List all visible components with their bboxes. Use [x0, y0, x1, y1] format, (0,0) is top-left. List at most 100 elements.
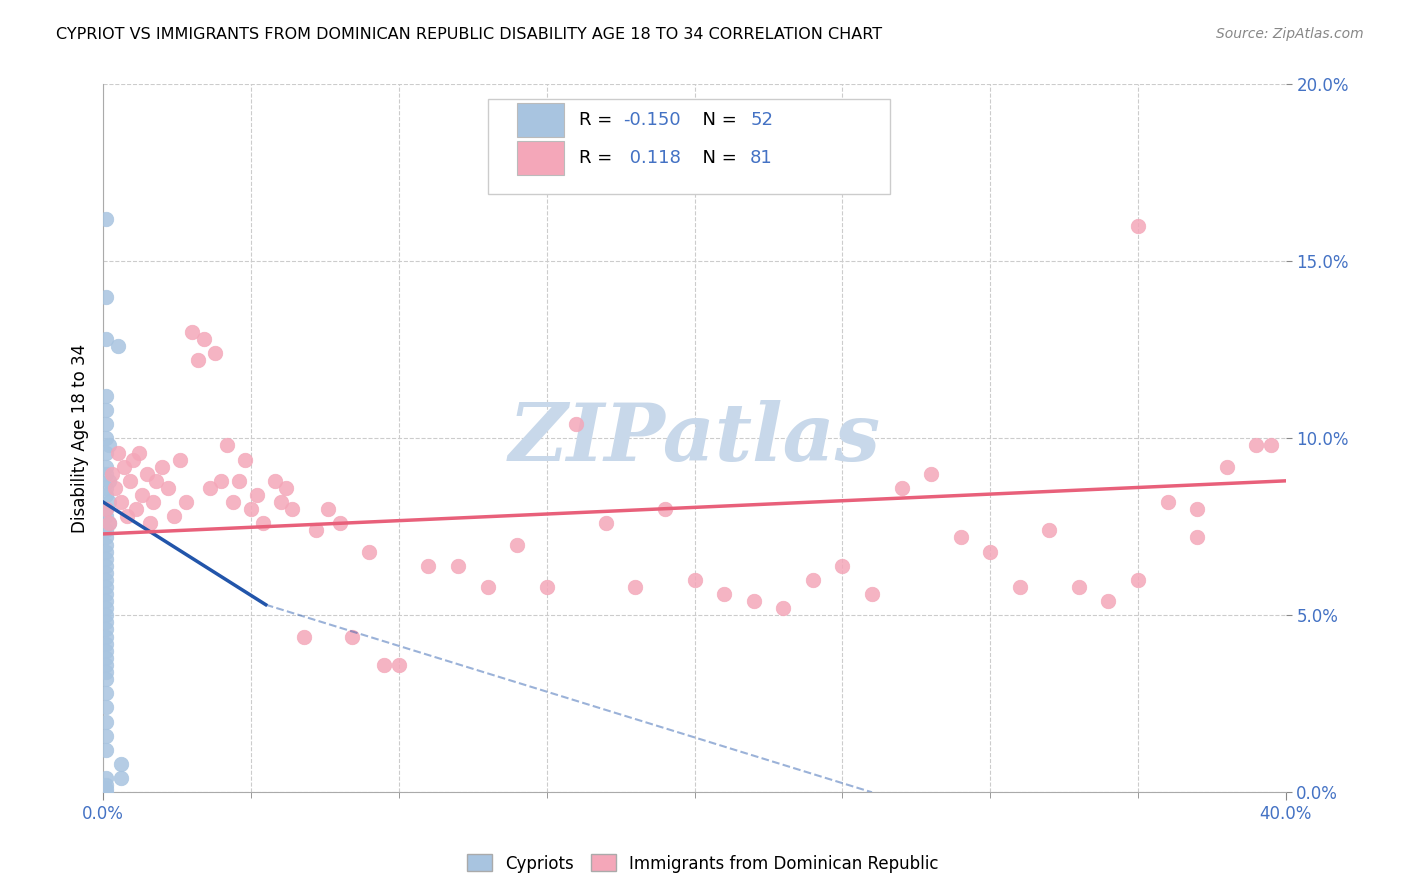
Point [94, 551, 117, 566]
Text: 81: 81 [751, 149, 773, 167]
Point [1156, 495, 1178, 509]
Point [222, 495, 245, 509]
Point [920, 467, 942, 481]
Point [110, 771, 132, 785]
Point [94, 665, 117, 679]
Point [136, 467, 159, 481]
FancyBboxPatch shape [488, 99, 890, 194]
Point [94, 459, 117, 474]
Point [359, 544, 381, 558]
Point [477, 580, 499, 594]
Point [94, 785, 117, 799]
Text: 52: 52 [751, 111, 773, 128]
Point [104, 481, 127, 495]
Text: -0.150: -0.150 [623, 111, 681, 128]
Point [94, 743, 117, 757]
Point [110, 756, 132, 771]
Point [94, 729, 117, 743]
Point [1126, 573, 1149, 587]
Text: 0.118: 0.118 [623, 149, 681, 167]
Point [94, 623, 117, 637]
Point [142, 495, 165, 509]
Point [1246, 438, 1268, 452]
Point [683, 573, 706, 587]
Point [145, 474, 167, 488]
Point [1097, 594, 1119, 608]
Text: R =: R = [579, 149, 623, 167]
Point [595, 516, 617, 531]
Point [94, 650, 117, 665]
Point [98, 516, 121, 531]
Point [107, 339, 129, 353]
Point [270, 495, 292, 509]
Point [94, 615, 117, 630]
Point [263, 474, 285, 488]
Point [94, 403, 117, 417]
Point [94, 637, 117, 651]
Point [110, 495, 132, 509]
Point [180, 325, 202, 339]
Point [163, 509, 186, 524]
Point [94, 608, 117, 623]
Point [94, 417, 117, 432]
Point [94, 481, 117, 495]
Point [94, 445, 117, 459]
Text: N =: N = [690, 149, 742, 167]
Point [94, 431, 117, 445]
Point [373, 657, 395, 672]
Point [112, 459, 135, 474]
Point [831, 558, 853, 573]
Point [388, 657, 411, 672]
Point [228, 474, 250, 488]
Point [94, 657, 117, 672]
Point [198, 481, 221, 495]
Point [281, 502, 304, 516]
Text: R =: R = [579, 111, 617, 128]
Point [121, 452, 143, 467]
Point [949, 531, 972, 545]
Text: CYPRIOT VS IMMIGRANTS FROM DOMINICAN REPUBLIC DISABILITY AGE 18 TO 34 CORRELATIO: CYPRIOT VS IMMIGRANTS FROM DOMINICAN REP… [56, 27, 883, 42]
Point [94, 537, 117, 551]
FancyBboxPatch shape [517, 141, 564, 175]
Point [1067, 580, 1090, 594]
Point [98, 516, 121, 531]
Point [139, 516, 162, 531]
Point [169, 452, 191, 467]
Point [98, 474, 121, 488]
Point [150, 459, 173, 474]
Point [187, 353, 209, 368]
Point [94, 686, 117, 700]
Legend: Cypriots, Immigrants from Dominican Republic: Cypriots, Immigrants from Dominican Repu… [461, 847, 945, 880]
Point [94, 672, 117, 686]
Point [94, 488, 117, 502]
Point [94, 544, 117, 558]
Point [252, 516, 274, 531]
Point [94, 644, 117, 658]
Point [94, 594, 117, 608]
Point [447, 558, 470, 573]
Point [246, 488, 269, 502]
Point [204, 346, 226, 360]
Point [94, 389, 117, 403]
Point [94, 781, 117, 796]
Point [94, 531, 117, 545]
Point [94, 587, 117, 601]
Point [94, 601, 117, 615]
Point [506, 537, 529, 551]
Point [713, 587, 735, 601]
Point [94, 573, 117, 587]
Point [1126, 219, 1149, 233]
Point [979, 544, 1001, 558]
Point [124, 502, 146, 516]
Y-axis label: Disability Age 18 to 34: Disability Age 18 to 34 [72, 343, 89, 533]
Point [860, 587, 883, 601]
Point [316, 502, 339, 516]
Point [1216, 459, 1239, 474]
Point [115, 509, 138, 524]
Point [94, 580, 117, 594]
Point [1008, 580, 1031, 594]
Point [107, 445, 129, 459]
Point [94, 771, 117, 785]
Text: ZIPatlas: ZIPatlas [509, 400, 880, 477]
Point [329, 516, 352, 531]
